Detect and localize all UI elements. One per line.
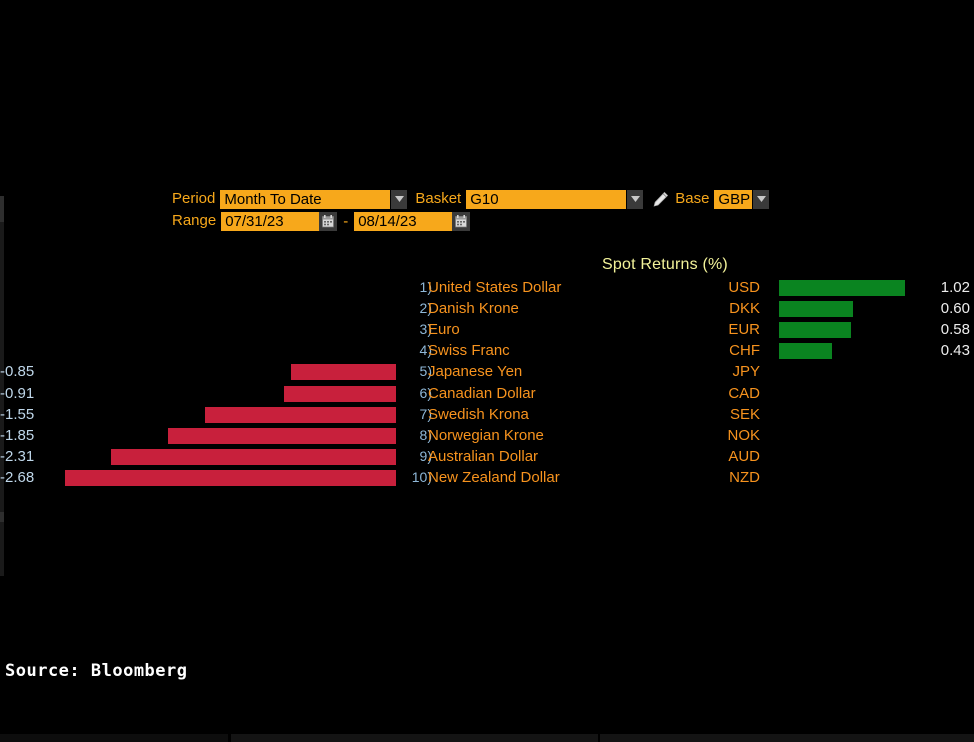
bar-value-label: -0.91 xyxy=(0,384,35,402)
chart-row: -2.31 9) Australian Dollar AUD xyxy=(0,446,974,467)
bar-value-label: 0.58 xyxy=(940,321,970,339)
range-end-input[interactable]: 08/14/23 xyxy=(354,211,453,231)
bar xyxy=(167,427,396,444)
chart-title-text: Spot Returns (%) xyxy=(602,256,728,273)
range-separator: - xyxy=(343,212,349,230)
currency-name[interactable]: Australian Dollar xyxy=(428,447,539,465)
rank-number: 9) xyxy=(419,447,432,464)
calendar-icon[interactable] xyxy=(452,211,471,231)
chart-title: Spot Returns (%) xyxy=(0,256,974,274)
currency-code[interactable]: NOK xyxy=(727,426,760,444)
bar xyxy=(65,469,396,486)
rank-number: 4) xyxy=(419,342,432,359)
control-bar-row-range: Range 07/31/23 - 08/14/23 xyxy=(172,211,471,231)
bar xyxy=(779,301,854,318)
bar xyxy=(779,322,851,339)
scrollbar-thumb-secondary[interactable] xyxy=(0,512,4,522)
bar-value-label: 0.43 xyxy=(940,342,970,360)
bar-value-label: -1.85 xyxy=(0,426,35,444)
currency-name[interactable]: Swiss Franc xyxy=(428,342,510,360)
bar-value-label: -0.85 xyxy=(0,363,35,381)
base-currency-select[interactable]: GBP xyxy=(714,189,753,209)
control-bar-row-period: Period Month To Date Basket G10 Base GBP xyxy=(172,189,770,209)
bar xyxy=(779,343,833,360)
bar-value-label: -2.68 xyxy=(0,468,35,486)
scrollbar-thumb[interactable] xyxy=(0,196,4,222)
status-bar-segment xyxy=(600,734,974,742)
currency-code[interactable]: SEK xyxy=(729,405,760,423)
currency-code[interactable]: AUD xyxy=(728,447,760,465)
currency-code[interactable]: EUR xyxy=(728,321,760,339)
currency-code[interactable]: JPY xyxy=(732,363,760,381)
base-label: Base xyxy=(675,190,710,207)
chevron-down-icon[interactable] xyxy=(627,189,644,209)
rank-number: 6) xyxy=(419,384,432,401)
currency-name[interactable]: Japanese Yen xyxy=(428,363,523,381)
left-scrollbar[interactable] xyxy=(0,196,4,576)
chart-row: -2.68 10) New Zealand Dollar NZD xyxy=(0,467,974,488)
chart-row: -1.85 8) Norwegian Krone NOK xyxy=(0,425,974,446)
basket-select[interactable]: G10 xyxy=(466,189,627,209)
status-bar-segment xyxy=(231,734,598,742)
chart-row: -0.91 6) Canadian Dollar CAD xyxy=(0,383,974,404)
bar xyxy=(283,385,396,402)
pencil-icon[interactable] xyxy=(650,190,670,209)
currency-name[interactable]: Swedish Krona xyxy=(428,405,529,423)
chevron-down-icon[interactable] xyxy=(391,189,408,209)
rank-number: 1) xyxy=(419,279,432,295)
bar xyxy=(204,406,396,423)
range-label: Range xyxy=(172,212,217,229)
period-select[interactable]: Month To Date xyxy=(220,189,391,209)
currency-name[interactable]: Danish Krone xyxy=(428,300,519,318)
currency-code[interactable]: DKK xyxy=(729,300,760,318)
chart-row: -0.85 5) Japanese Yen JPY xyxy=(0,361,974,382)
currency-code[interactable]: CAD xyxy=(728,384,760,402)
bar xyxy=(110,448,396,465)
chart-row: 1) United States Dollar USD 1.02 xyxy=(0,277,974,298)
rank-number: 5) xyxy=(419,363,432,380)
rank-number: 3) xyxy=(419,321,432,338)
period-label: Period xyxy=(172,190,216,207)
status-bar-segment xyxy=(0,734,228,742)
currency-name[interactable]: Canadian Dollar xyxy=(428,384,536,402)
currency-code[interactable]: USD xyxy=(728,279,760,296)
range-start-input[interactable]: 07/31/23 xyxy=(221,211,320,231)
chart-row: 4) Swiss Franc CHF 0.43 xyxy=(0,340,974,361)
bar-value-label: -2.31 xyxy=(0,447,35,465)
bar-value-label: 0.60 xyxy=(940,300,970,318)
rank-number: 8) xyxy=(419,426,432,443)
currency-name[interactable]: Norwegian Krone xyxy=(428,426,544,444)
bar-value-label: -1.55 xyxy=(0,405,35,423)
source-attribution: Source: Bloomberg xyxy=(5,661,188,681)
chart-row: -1.55 7) Swedish Krona SEK xyxy=(0,404,974,425)
basket-label: Basket xyxy=(415,190,462,207)
calendar-icon[interactable] xyxy=(319,211,338,231)
currency-name[interactable]: Euro xyxy=(428,321,460,339)
chart-row: 2) Danish Krone DKK 0.60 xyxy=(0,298,974,319)
rank-number: 10) xyxy=(411,468,432,485)
bar xyxy=(291,364,396,381)
bar-value-label: 1.02 xyxy=(940,279,970,296)
currency-name[interactable]: New Zealand Dollar xyxy=(428,468,560,486)
currency-name[interactable]: United States Dollar xyxy=(428,279,562,296)
bar xyxy=(779,280,905,296)
rank-number: 7) xyxy=(419,405,432,422)
chart-row: 3) Euro EUR 0.58 xyxy=(0,319,974,340)
rank-number: 2) xyxy=(419,300,432,317)
currency-code[interactable]: CHF xyxy=(729,342,760,360)
currency-code[interactable]: NZD xyxy=(729,468,760,486)
chevron-down-icon[interactable] xyxy=(753,189,770,209)
